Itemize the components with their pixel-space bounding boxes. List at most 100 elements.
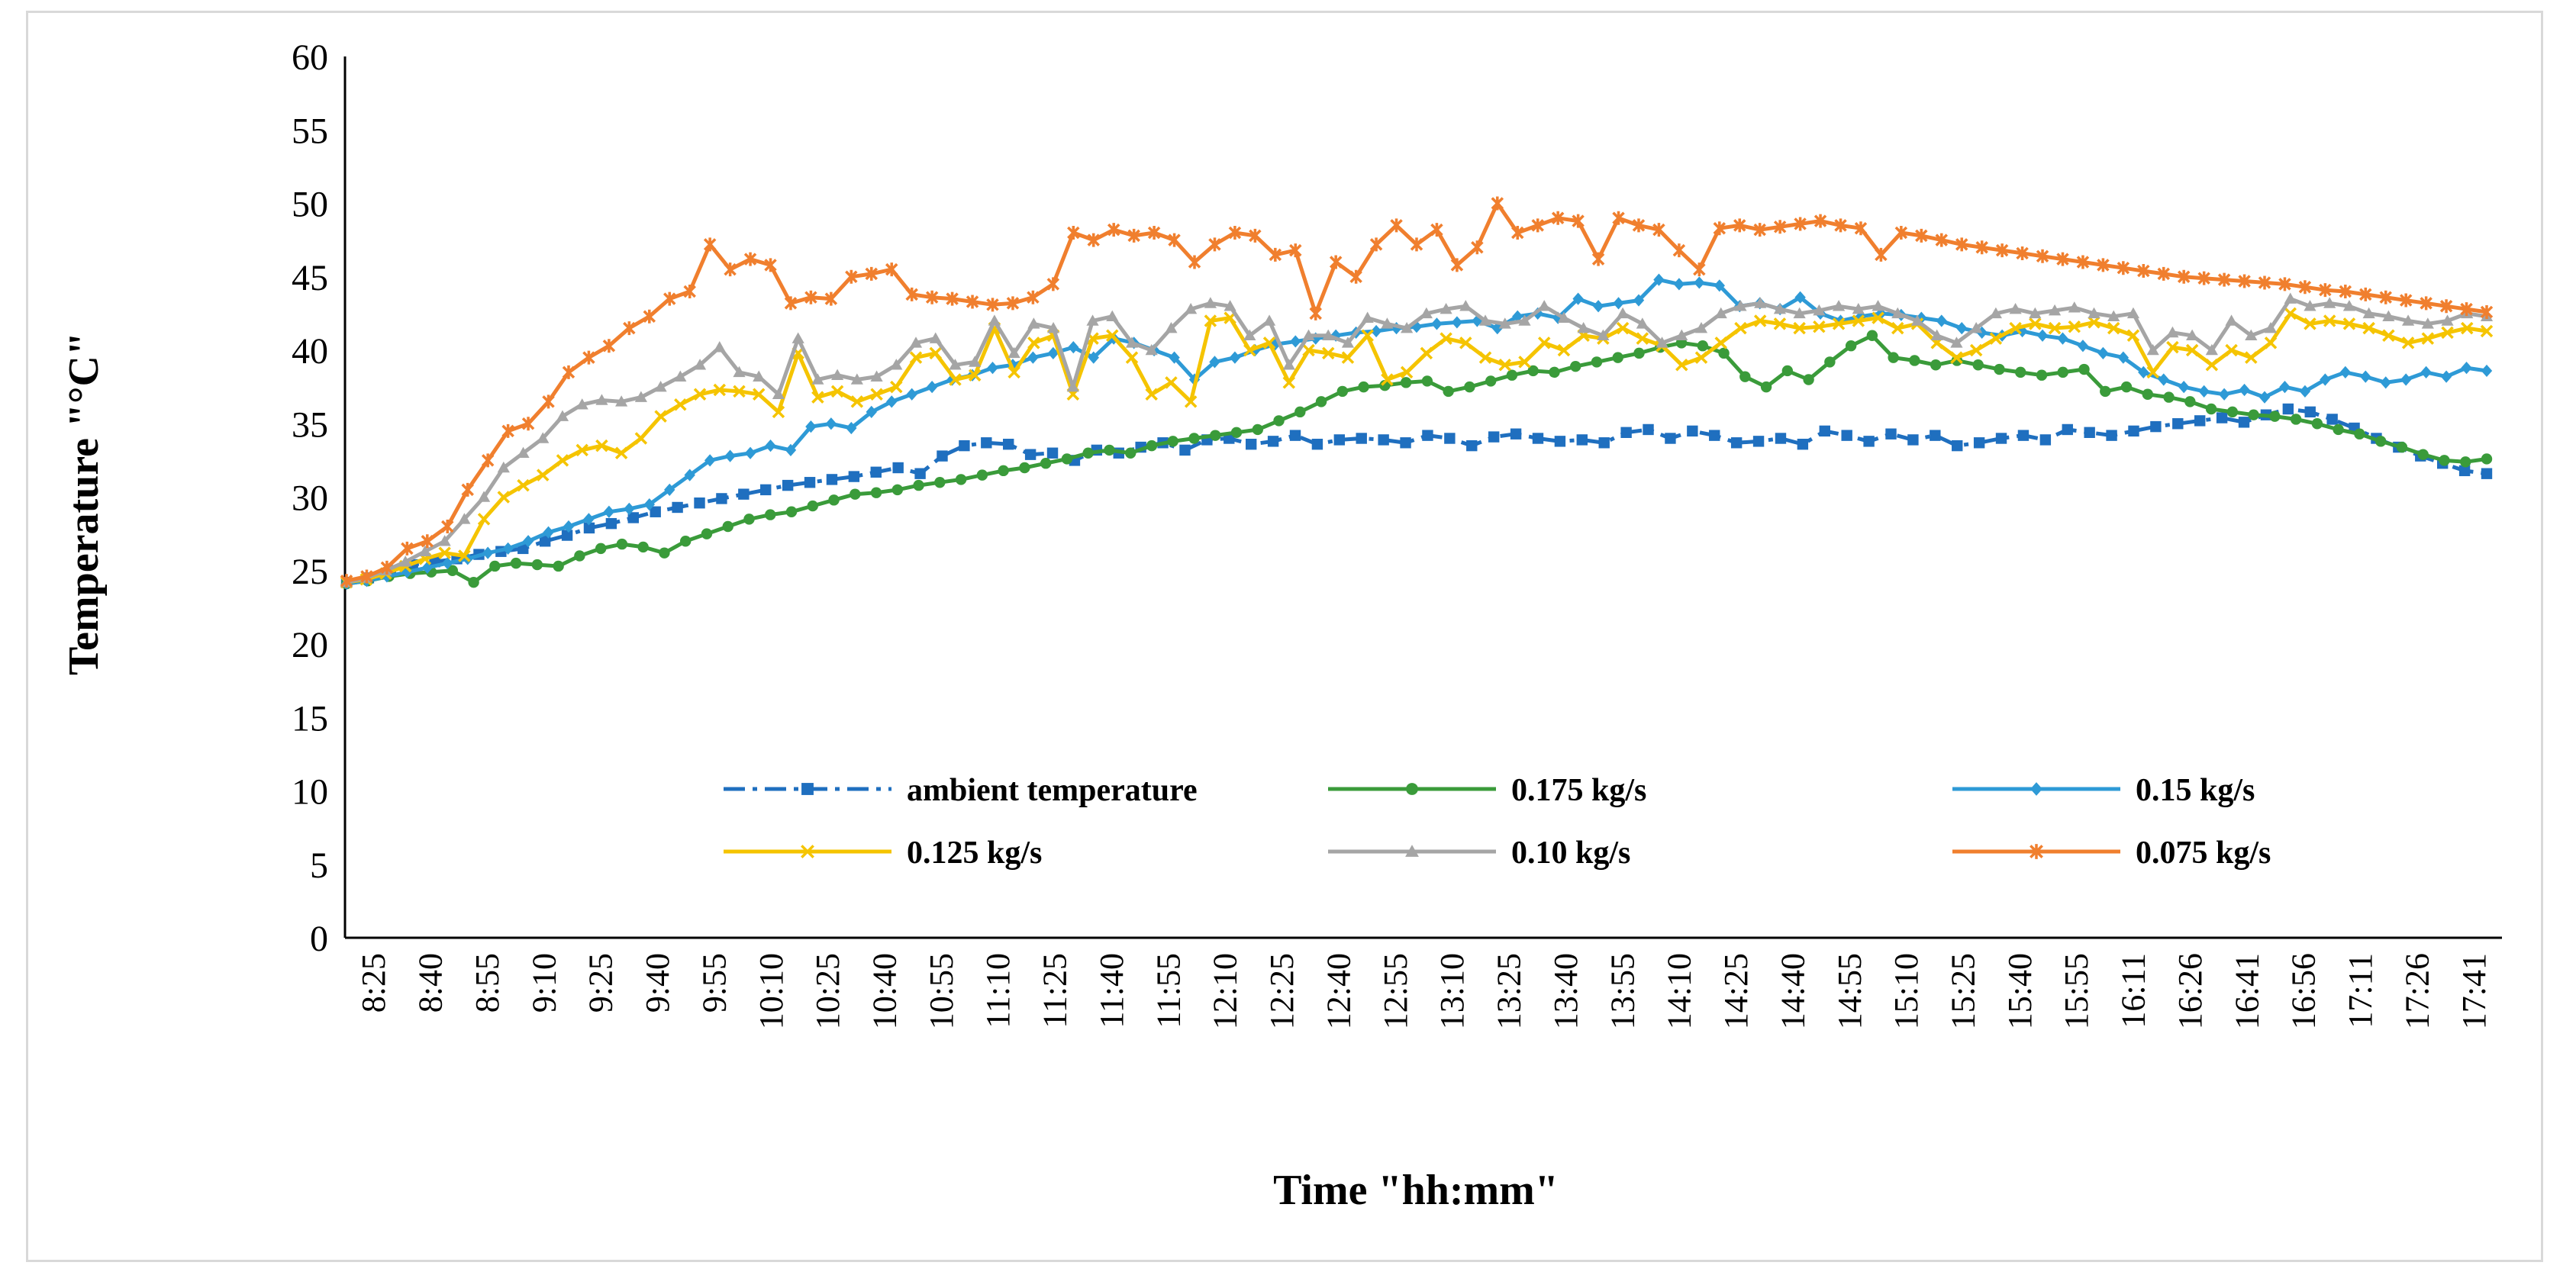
data-point (1518, 356, 1531, 369)
data-point (1230, 427, 1243, 438)
data-point (1665, 433, 1676, 444)
data-point (1229, 351, 1241, 364)
data-point (2097, 258, 2110, 272)
data-point (2178, 381, 2190, 394)
data-point (595, 439, 608, 452)
data-point (421, 534, 434, 549)
data-point (1956, 322, 1968, 335)
data-point (2360, 370, 2371, 383)
data-point (2137, 264, 2150, 279)
data-point (2279, 381, 2291, 394)
data-point (1930, 359, 1942, 371)
data-point (1532, 433, 1544, 444)
data-point (1549, 366, 1560, 378)
data-point (2264, 336, 2278, 349)
data-point (1612, 352, 1623, 363)
data-point (2420, 365, 2432, 378)
data-point (886, 395, 898, 408)
data-point (1282, 376, 1296, 389)
series-line (346, 201, 2487, 583)
data-point (1315, 396, 1327, 407)
data-point (1511, 226, 1524, 240)
data-point (1390, 218, 1403, 233)
data-point (1444, 433, 1456, 444)
data-point (1995, 243, 2009, 258)
data-point (461, 482, 474, 497)
data-point (2150, 420, 2162, 433)
data-point (1973, 437, 1985, 449)
data-point (2439, 299, 2453, 314)
data-point (1694, 351, 1708, 364)
data-point (1290, 335, 1301, 348)
data-point (733, 385, 746, 398)
data-point (2284, 307, 2297, 320)
data-point (1793, 321, 1806, 335)
data-point (845, 269, 858, 284)
data-point (2057, 366, 2068, 378)
data-point (2304, 317, 2316, 330)
data-point (2217, 272, 2231, 287)
data-point (1652, 223, 1665, 237)
data-point (679, 536, 692, 547)
data-point (2382, 329, 2395, 342)
data-point (1208, 237, 1221, 252)
data-point (2158, 373, 2169, 386)
data-point (744, 446, 756, 459)
data-point (1845, 340, 1857, 352)
data-point (623, 321, 636, 336)
data-point (634, 432, 648, 445)
data-point (616, 538, 628, 550)
x-tick-label: 17:11 (2342, 953, 2379, 1029)
data-point (1046, 447, 1059, 459)
data-point (2238, 417, 2250, 428)
legend-marker (2030, 782, 2042, 796)
data-point (949, 373, 962, 386)
data-point (1591, 252, 1605, 266)
data-point (1739, 371, 1751, 382)
data-point (713, 341, 726, 353)
x-tick-label: 16:26 (2171, 953, 2209, 1029)
data-point (1969, 343, 1983, 357)
data-point (2396, 441, 2408, 453)
x-tick-label: 14:25 (1717, 953, 1755, 1029)
x-tick-label: 8:25 (355, 953, 392, 1013)
series-1 (340, 330, 2493, 590)
data-point (1841, 430, 1852, 441)
legend-item: 0.10 kg/s (1328, 836, 1630, 871)
data-point (890, 380, 903, 394)
data-point (694, 497, 705, 509)
data-point (752, 388, 766, 401)
data-point (1554, 436, 1566, 447)
data-point (914, 468, 926, 479)
data-point (804, 477, 816, 488)
data-point (2304, 406, 2316, 418)
data-point (722, 520, 733, 533)
data-point (764, 258, 777, 272)
data-point (2258, 391, 2271, 404)
x-tick-label: 13:25 (1491, 953, 1528, 1029)
data-point (2359, 287, 2372, 301)
data-point (1145, 388, 1158, 401)
legend-item: 0.125 kg/s (724, 836, 1042, 871)
data-point (701, 528, 713, 539)
data-point (2185, 343, 2199, 357)
data-point (782, 479, 794, 491)
data-point (1824, 356, 1836, 368)
data-point (340, 574, 353, 588)
series-group (340, 196, 2494, 591)
data-point (906, 388, 917, 401)
y-tick-label: 40 (292, 331, 328, 372)
y-tick-label: 5 (310, 845, 328, 886)
x-tick-label: 11:40 (1093, 953, 1130, 1029)
legend-marker (1406, 783, 1418, 795)
data-point (2481, 468, 2493, 479)
data-point (1955, 237, 1968, 252)
data-point (1168, 233, 1181, 247)
data-point (870, 487, 882, 498)
data-point (1420, 346, 1433, 360)
series-2 (340, 273, 2493, 591)
data-point (1309, 306, 1322, 320)
data-point (1188, 433, 1200, 444)
x-axis: 8:25 8:40 8:55 9:10 9:25 9:40 9:55 10:10 10:25 10… (345, 936, 2502, 1029)
data-point (1068, 341, 1079, 354)
